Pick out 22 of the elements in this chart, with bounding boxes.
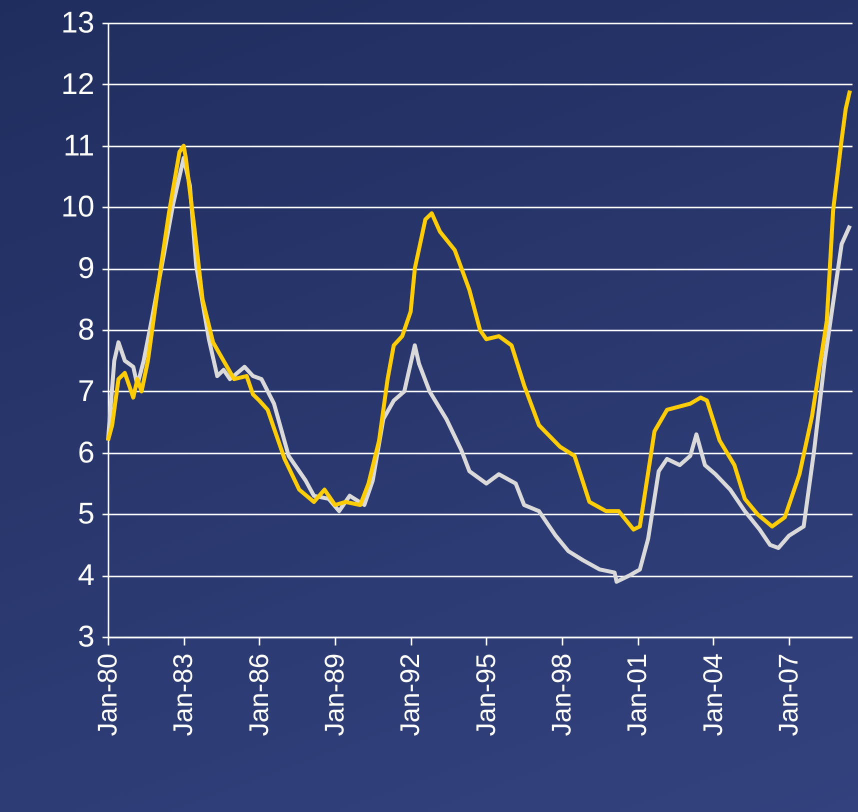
line-series	[106, 88, 852, 532]
y-tick-label: 9	[78, 252, 94, 286]
y-tick-label: 6	[78, 436, 94, 470]
y-tick-label: 8	[78, 314, 94, 346]
x-tick-label: Jan-07	[774, 654, 804, 736]
x-tick-label: Jan-80	[92, 654, 122, 736]
x-tick-label: Jan-01	[622, 654, 652, 736]
x-tick-label: Jan-86	[244, 654, 274, 736]
y-tick-label: 4	[78, 559, 94, 592]
y-tick-label: 5	[78, 498, 94, 531]
x-tick-label: Jan-89	[320, 654, 350, 736]
y-tick-label: 13	[61, 6, 94, 40]
x-tick-label: Jan-92	[395, 654, 426, 736]
x-tick-label: Jan-04	[698, 654, 728, 736]
x-tick-label: Jan-83	[168, 654, 198, 736]
y-tick-label: 11	[63, 129, 94, 162]
y-tick-label: 10	[61, 190, 94, 224]
x-tick-label: Jan-98	[546, 654, 577, 736]
y-tick-label: 7	[78, 374, 94, 408]
y-tick-label: 3	[78, 620, 94, 654]
x-tick-label: Jan-95	[470, 654, 501, 736]
y-tick-label: 12	[61, 68, 94, 101]
